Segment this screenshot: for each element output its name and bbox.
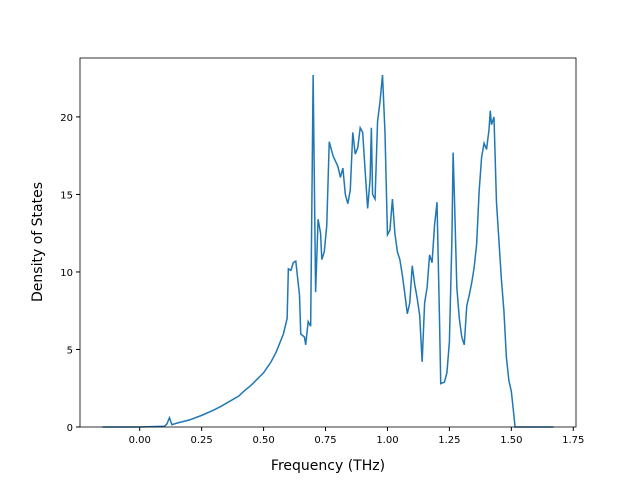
x-tick-label: 0.25 [191, 435, 213, 446]
x-tick-label: 1.75 [562, 435, 584, 446]
y-tick-label: 10 [60, 268, 73, 279]
x-tick-label: 0.75 [314, 435, 336, 446]
x-tick-label: 1.00 [376, 435, 398, 446]
x-axis-label: Frequency (THz) [271, 458, 385, 474]
x-tick-label: 1.25 [438, 435, 460, 446]
y-tick-label: 20 [60, 113, 73, 124]
x-tick-label: 0.00 [129, 435, 151, 446]
x-tick-label: 0.50 [252, 435, 274, 446]
y-tick-label: 15 [60, 190, 73, 201]
y-axis-label: Density of States [30, 182, 46, 302]
plot-frame [79, 57, 577, 428]
y-tick-label: 0 [67, 423, 73, 434]
data-line [102, 74, 554, 428]
y-tick-label: 5 [67, 345, 73, 356]
x-tick-label: 1.50 [500, 435, 522, 446]
